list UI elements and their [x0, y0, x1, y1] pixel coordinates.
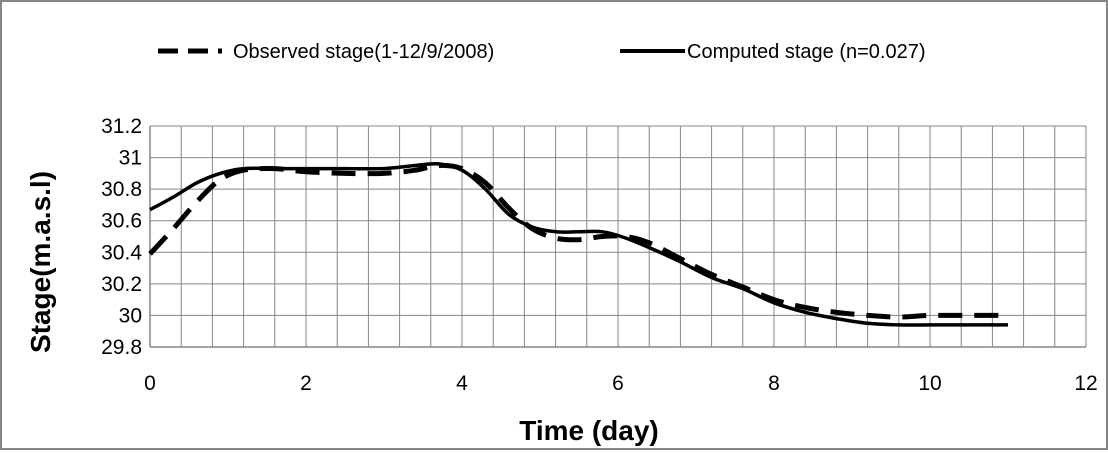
y-tick-label: 29.8 — [101, 336, 142, 359]
legend-label-observed: Observed stage(1-12/9/2008) — [233, 41, 494, 63]
y-tick-label: 30.2 — [101, 273, 142, 296]
y-tick-label: 30.4 — [101, 241, 142, 264]
legend: Observed stage(1-12/9/2008) Computed sta… — [158, 41, 926, 63]
y-tick-label: 30 — [119, 304, 142, 327]
x-tick-label: 12 — [1074, 372, 1097, 395]
series-layer — [148, 161, 1008, 327]
series-line-computed — [149, 161, 1008, 327]
y-tick-label: 30.6 — [101, 210, 142, 233]
legend-label-computed: Computed stage (n=0.027) — [687, 41, 926, 63]
x-tick-label: 10 — [918, 372, 941, 395]
x-tick-label: 0 — [144, 372, 156, 395]
tick-labels: 29.8 30 30.2 30.4 30.6 30.8 31 31.2 0 2 4 6 8 10 12 — [101, 115, 1098, 395]
grid — [150, 125, 1087, 347]
x-tick-label: 6 — [612, 372, 624, 395]
x-tick-label: 2 — [300, 372, 312, 395]
x-axis-title: Time (day) — [519, 415, 659, 446]
y-tick-label: 31.2 — [101, 115, 142, 138]
axes — [149, 126, 1086, 348]
y-tick-label: 31 — [119, 147, 142, 170]
y-tick-label: 30.8 — [101, 178, 142, 201]
x-tick-label: 8 — [768, 372, 780, 395]
x-tick-label: 4 — [456, 372, 468, 395]
y-axis-title: Stage(m.a.s.l) — [25, 171, 56, 353]
